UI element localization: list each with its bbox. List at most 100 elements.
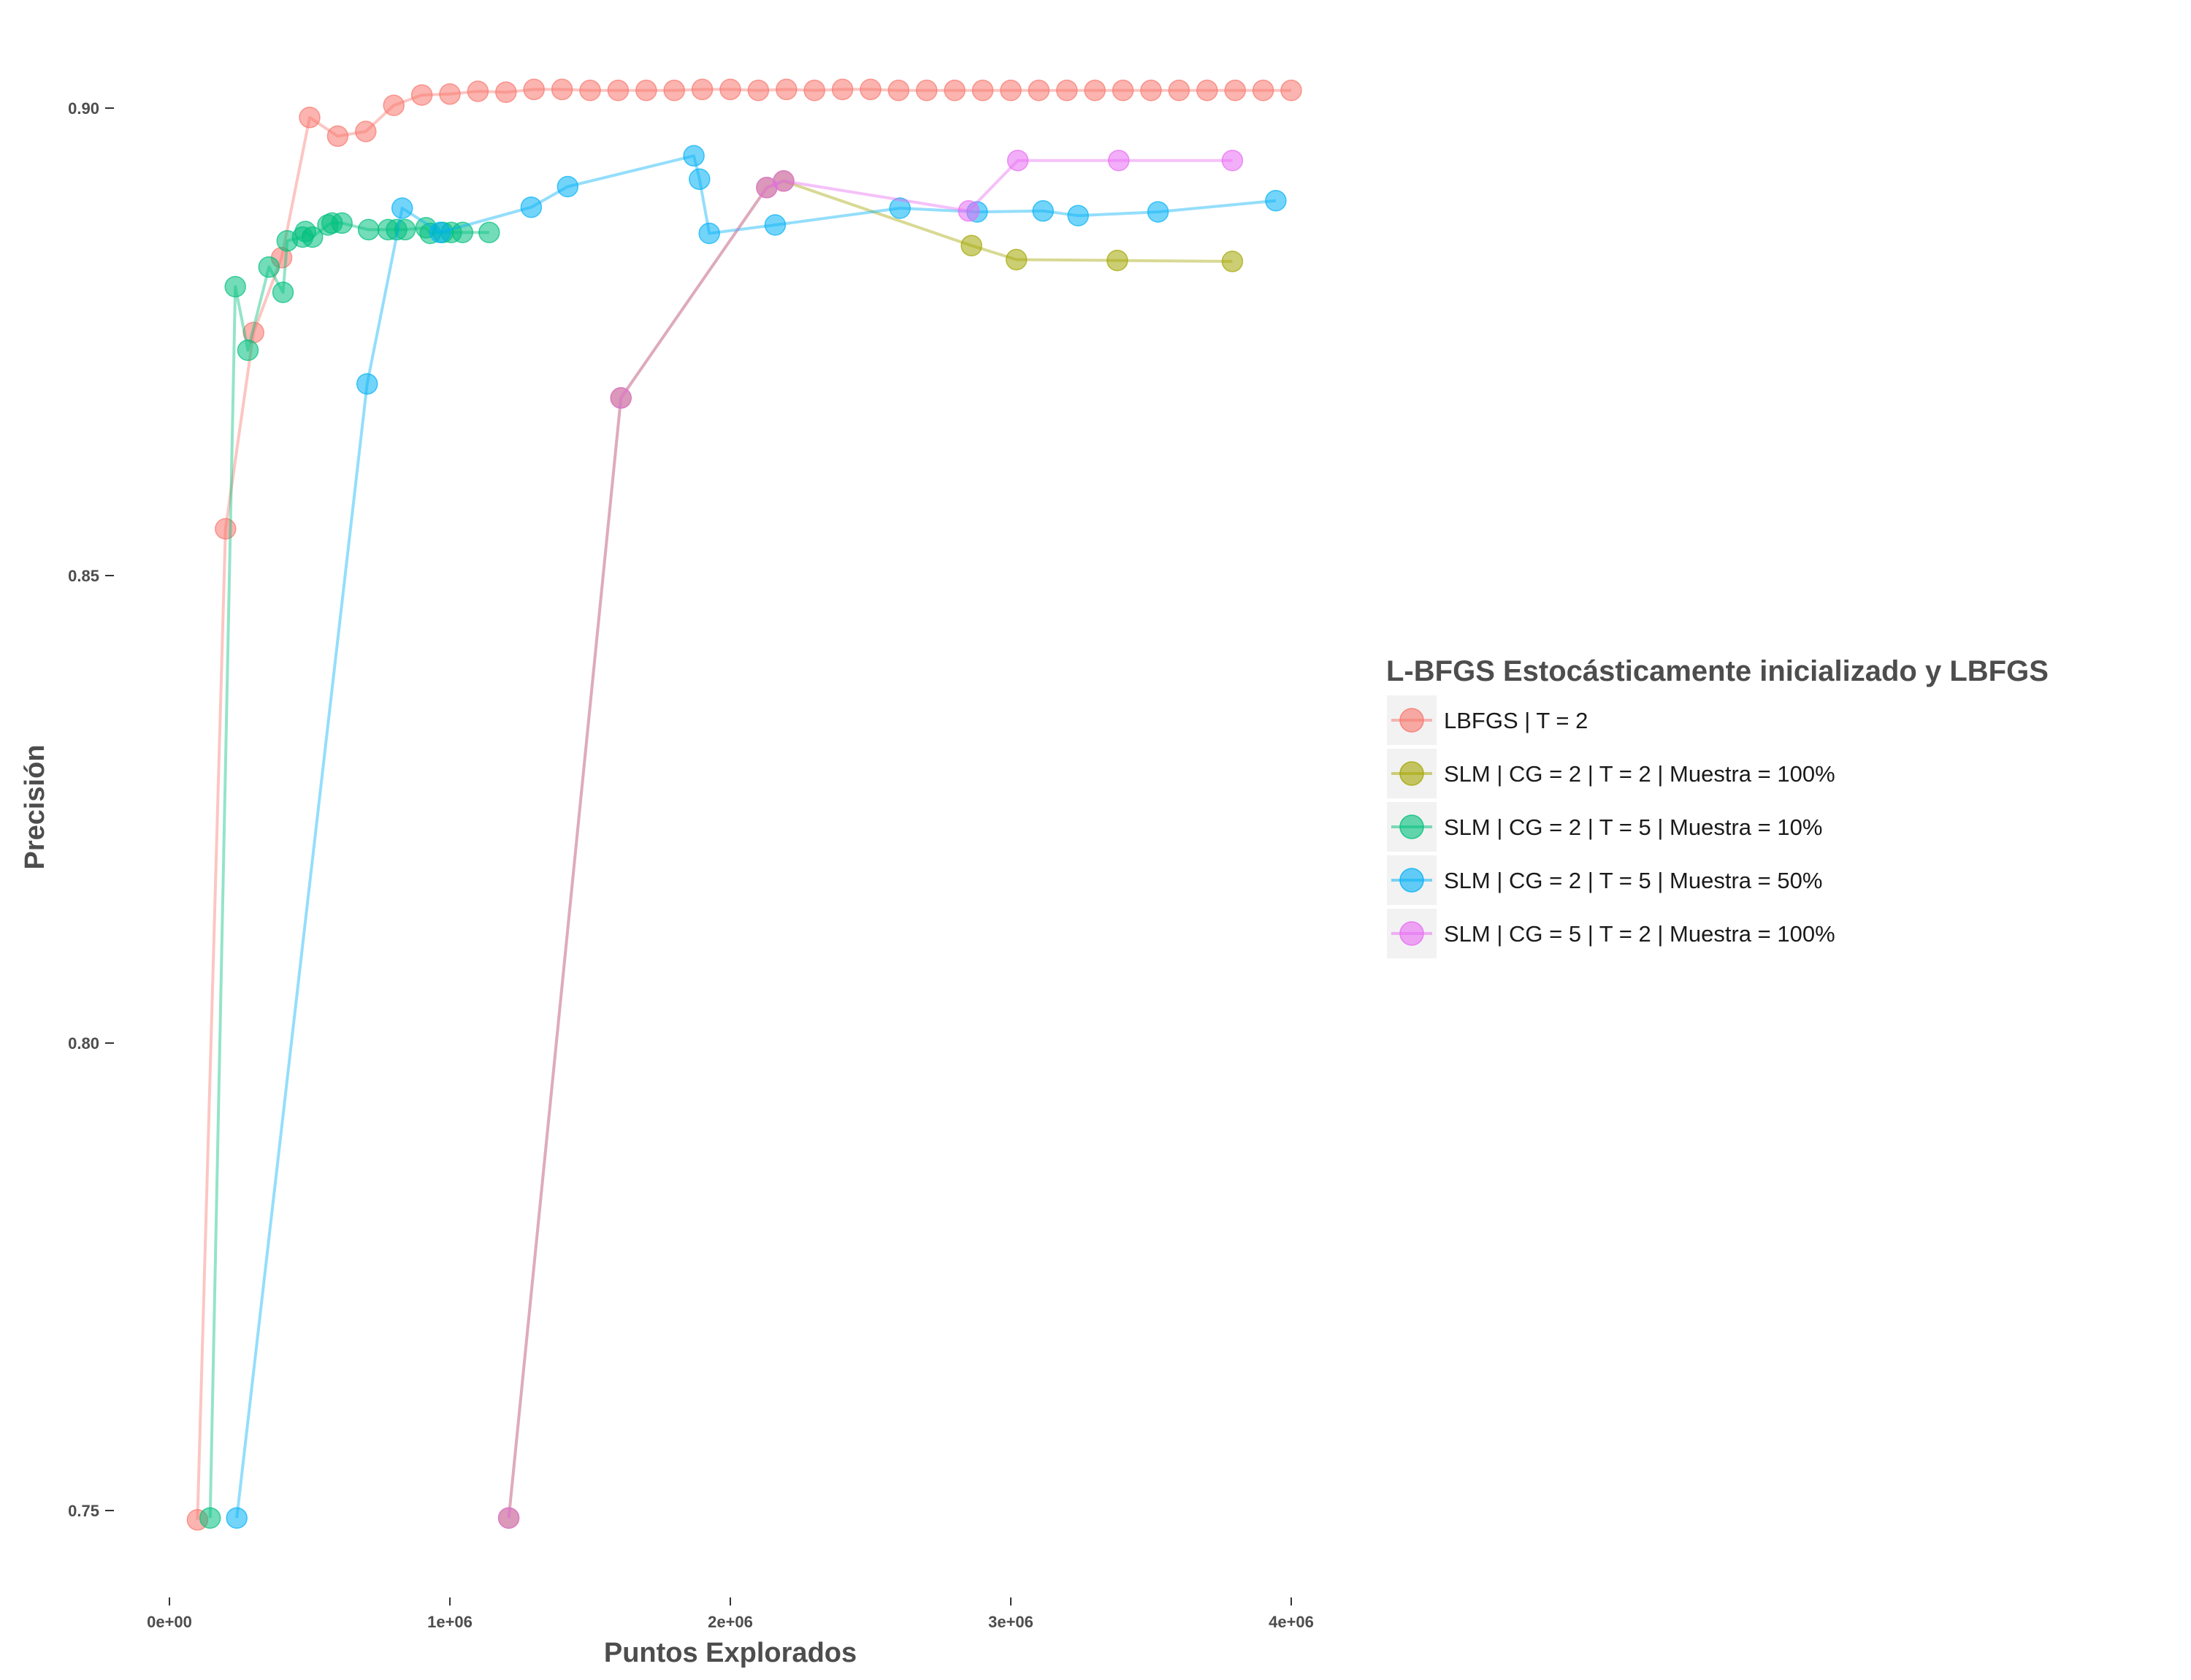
data-point	[691, 78, 714, 101]
data-point	[698, 222, 720, 245]
data-point	[916, 79, 938, 102]
data-point	[1006, 149, 1029, 172]
data-point	[1265, 189, 1287, 212]
series-line	[208, 221, 489, 1519]
legend-item: SLM | CG = 5 | T = 2 | Muestra = 100%	[1387, 909, 1835, 958]
data-point	[199, 1507, 221, 1529]
legend-item: SLM | CG = 2 | T = 5 | Muestra = 50%	[1387, 855, 1822, 905]
data-point	[635, 79, 657, 102]
x-tick-label: 2e+06	[708, 1613, 753, 1631]
legend: L-BFGS Estocásticamente inicializado y L…	[1386, 655, 2049, 958]
legend-title: L-BFGS Estocásticamente inicializado y L…	[1386, 655, 2049, 687]
legend-item: LBFGS | T = 2	[1387, 695, 1588, 745]
data-point	[1108, 149, 1130, 172]
data-point	[495, 81, 517, 103]
data-point	[747, 79, 770, 102]
data-point	[391, 197, 413, 219]
data-point	[1168, 79, 1190, 102]
data-point	[1000, 79, 1022, 102]
y-tick-label: 0.90	[68, 99, 99, 118]
data-point	[719, 78, 741, 101]
data-point	[357, 218, 380, 241]
series-0	[186, 78, 1302, 1531]
data-point	[326, 125, 349, 148]
data-point	[302, 226, 324, 248]
series-2	[199, 212, 500, 1529]
data-point	[1196, 79, 1218, 102]
y-tick-label: 0.80	[68, 1034, 99, 1053]
data-point	[1084, 79, 1106, 102]
series-1	[497, 170, 1244, 1529]
data-point	[1106, 249, 1128, 272]
data-point	[610, 387, 632, 409]
data-point	[764, 214, 787, 236]
series-3	[226, 145, 1287, 1529]
legend-label: LBFGS | T = 2	[1444, 708, 1588, 733]
data-point	[1140, 79, 1162, 102]
y-tick-label: 0.75	[68, 1502, 99, 1520]
data-point	[957, 200, 980, 222]
legend-marker	[1399, 868, 1424, 893]
data-point	[1056, 79, 1078, 102]
data-point	[776, 78, 798, 101]
data-point	[1224, 79, 1246, 102]
data-point	[557, 175, 579, 198]
legend-label: SLM | CG = 2 | T = 5 | Muestra = 10%	[1444, 814, 1822, 840]
legend-item: SLM | CG = 2 | T = 2 | Muestra = 100%	[1387, 749, 1835, 798]
data-point	[429, 221, 451, 243]
data-point	[1147, 201, 1169, 223]
data-point	[803, 79, 825, 102]
data-point	[773, 170, 795, 192]
data-point	[1032, 200, 1054, 222]
data-point	[497, 1507, 520, 1529]
data-point	[1221, 149, 1244, 172]
x-tick-label: 1e+06	[427, 1613, 473, 1631]
data-point	[410, 84, 433, 106]
data-point	[383, 94, 405, 116]
data-point	[331, 212, 353, 234]
data-point	[215, 518, 237, 540]
series-line	[507, 159, 1233, 1519]
x-tick-label: 0e+00	[147, 1613, 192, 1631]
data-point	[831, 78, 854, 101]
series-line	[235, 154, 1277, 1519]
data-point	[258, 256, 280, 278]
data-point	[607, 79, 630, 102]
data-point	[520, 196, 543, 218]
legend-marker	[1399, 708, 1424, 733]
data-point	[1280, 79, 1302, 102]
data-point	[971, 79, 994, 102]
x-axis-title: Puntos Explorados	[604, 1638, 857, 1668]
data-point	[451, 221, 474, 243]
data-point	[299, 107, 321, 129]
data-point	[1028, 79, 1050, 102]
data-point	[689, 168, 711, 191]
legend-marker	[1399, 761, 1424, 786]
y-axis: 0.75 0.80 0.85 0.90	[68, 99, 114, 1520]
x-tick-label: 4e+06	[1269, 1613, 1314, 1631]
data-point	[551, 78, 573, 101]
data-point	[1252, 79, 1274, 102]
x-tick-label: 3e+06	[988, 1613, 1033, 1631]
data-point	[224, 275, 246, 298]
data-point	[226, 1507, 248, 1529]
series-4	[497, 149, 1244, 1529]
data-point	[439, 83, 461, 105]
data-point	[1112, 79, 1134, 102]
data-point	[356, 373, 378, 395]
data-point	[579, 79, 601, 102]
data-point	[683, 145, 705, 167]
legend-marker	[1399, 921, 1424, 946]
data-point	[237, 339, 259, 362]
data-point	[960, 234, 982, 256]
data-point	[478, 221, 500, 243]
data-point	[467, 80, 489, 102]
legend-item: SLM | CG = 2 | T = 5 | Muestra = 10%	[1387, 802, 1822, 852]
data-point	[663, 79, 685, 102]
data-point	[523, 78, 545, 101]
data-point	[1221, 251, 1244, 272]
series-line	[196, 88, 1291, 1520]
data-point	[887, 79, 910, 102]
data-point	[355, 121, 377, 142]
